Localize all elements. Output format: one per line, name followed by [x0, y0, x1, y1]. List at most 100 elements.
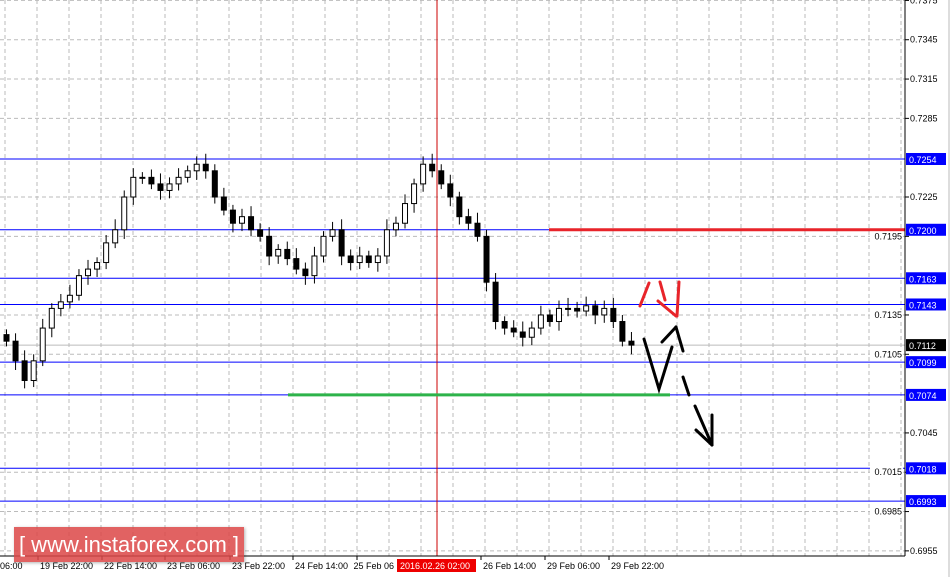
candle: [229, 204, 236, 233]
candle: [420, 156, 427, 192]
time-tick-label: 25 Feb 06: [353, 561, 394, 571]
candle-body: [402, 203, 409, 224]
candle-body: [266, 235, 273, 257]
price-tick-label: 0.7105: [874, 349, 902, 359]
candle-body: [139, 176, 146, 179]
candle-body: [628, 340, 635, 346]
candle: [528, 321, 535, 346]
current-price-label-bg: [906, 339, 946, 352]
price-tick-label: 0.7045: [910, 428, 938, 438]
candle-body: [574, 307, 581, 312]
candle: [175, 168, 182, 191]
candle-body: [411, 183, 418, 205]
candle: [112, 219, 119, 249]
candle: [356, 246, 363, 270]
candle: [103, 235, 110, 270]
level-price-label: 0.7018: [909, 464, 937, 474]
level-price-label: 0.7254: [909, 155, 937, 165]
candle-body: [130, 176, 137, 198]
level-price-label: 0.7163: [909, 274, 937, 284]
candle-body: [438, 170, 445, 185]
candle-body: [320, 235, 327, 257]
time-tick-label: 06:00: [0, 561, 23, 571]
price-tick-label-bg: [870, 349, 903, 360]
price-tick-label-bg: [870, 467, 903, 478]
candle-body: [474, 222, 481, 237]
candle: [266, 227, 273, 266]
level-price-label-bg: [906, 495, 946, 508]
candle: [492, 273, 499, 330]
candle-body: [85, 268, 92, 277]
candle-body: [601, 307, 608, 316]
price-tick-label: 0.7285: [910, 113, 938, 123]
candle: [374, 248, 381, 272]
candle: [456, 191, 463, 225]
candle: [383, 219, 390, 264]
price-axis: 0.7375 0.7345 0.7315 0.7285 0.7225 0.7195 0.71…: [870, 0, 946, 556]
candle: [592, 300, 599, 325]
time-tick-label: 19 Feb 22:00: [40, 561, 93, 571]
candle: [48, 303, 55, 338]
candle-body: [311, 255, 318, 277]
candle: [320, 231, 327, 263]
candle-body: [383, 229, 390, 257]
candle-body: [456, 196, 463, 218]
time-tick-label: 23 Feb 22:00: [232, 561, 285, 571]
time-tick-label: 29 Feb 06:00: [547, 561, 600, 571]
candle-body: [66, 294, 73, 303]
level-price-label-bg: [906, 356, 946, 369]
candle-body: [12, 340, 19, 362]
candle-body: [21, 360, 28, 381]
candle-body: [220, 196, 227, 211]
time-axis: 06:00 19 Feb 22:00 22 Feb 14:00 23 Feb 06:0…: [0, 556, 664, 572]
candle-body: [202, 163, 209, 172]
candle: [139, 172, 146, 184]
candle-body: [610, 307, 617, 323]
candle-body: [211, 170, 218, 198]
level-price-label: 0.7200: [909, 226, 937, 236]
candle: [501, 316, 508, 335]
candle-body: [365, 255, 372, 264]
price-tick-label: 0.7015: [874, 467, 902, 477]
candle: [411, 178, 418, 213]
price-tick-label-bg: [870, 309, 903, 320]
candle: [619, 314, 626, 347]
level-price-label: 0.7099: [909, 358, 937, 368]
candle: [311, 246, 318, 284]
candle: [438, 164, 445, 190]
candle-body: [392, 222, 399, 231]
candle-body: [447, 183, 454, 198]
candle-body: [57, 301, 64, 309]
cursor-time-label-bg: [397, 559, 476, 572]
time-tick-label: 22 Feb 14:00: [104, 561, 157, 571]
time-tick-label: 26 Feb 14:00: [483, 561, 536, 571]
candle-body: [528, 327, 535, 338]
candle: [510, 320, 517, 338]
candle: [302, 262, 309, 285]
candle-body: [75, 275, 82, 296]
candle: [130, 168, 137, 205]
candle-body: [103, 242, 110, 264]
candle-body: [94, 262, 101, 270]
candle: [211, 164, 218, 204]
candle-body: [48, 307, 55, 329]
candle-body: [519, 331, 526, 338]
candle: [447, 174, 454, 207]
candle-body: [429, 163, 436, 172]
candle: [85, 259, 92, 285]
adjacent-panel: [948, 0, 950, 577]
candle: [293, 248, 300, 275]
candle-body: [483, 235, 490, 283]
candle: [12, 333, 19, 371]
candle: [429, 153, 436, 178]
price-tick-label: 0.7315: [910, 74, 938, 84]
candle-body: [166, 183, 173, 191]
candle-body: [619, 321, 626, 342]
candle-body: [175, 176, 182, 185]
candle-body: [492, 281, 499, 323]
candle: [257, 223, 264, 242]
level-price-label-bg: [906, 153, 946, 165]
black-forecast-arrow: [642, 325, 714, 447]
candle: [275, 244, 282, 264]
